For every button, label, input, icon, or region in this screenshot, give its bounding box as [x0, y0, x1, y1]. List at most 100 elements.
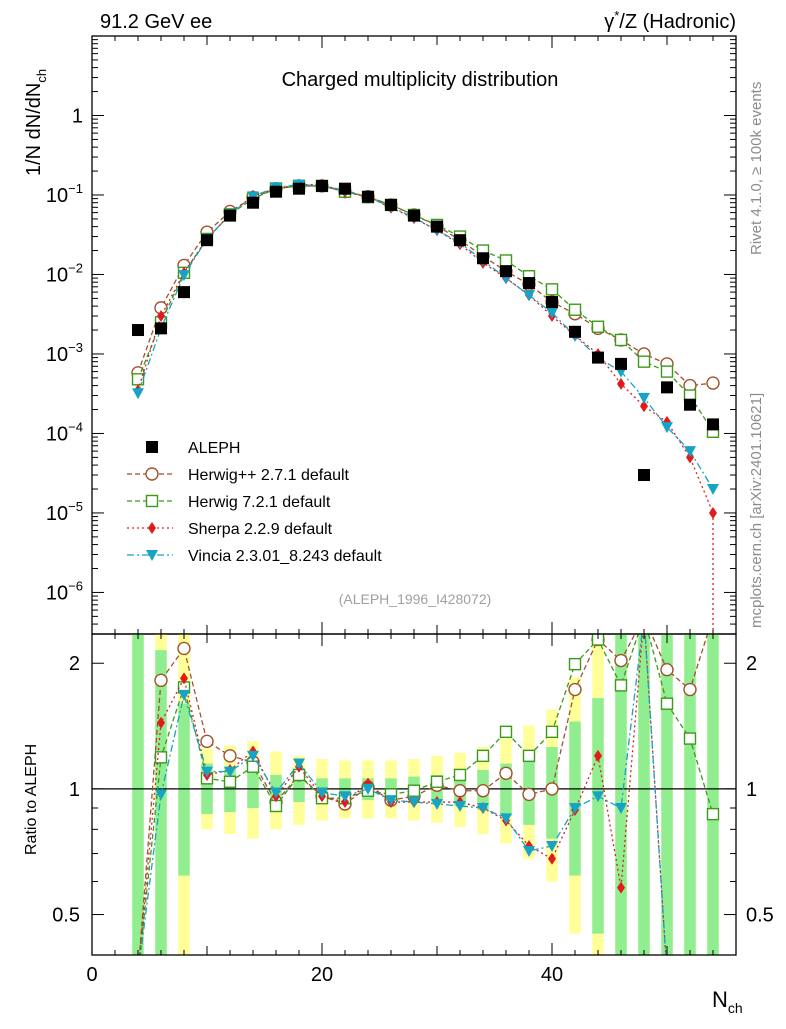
ratio-point-vincia	[224, 766, 236, 778]
point-aleph	[270, 185, 282, 198]
band-inner	[615, 634, 627, 955]
main-series	[131, 178, 720, 634]
ratio-point-vincia	[316, 787, 328, 799]
ratio-point-sherpa	[594, 749, 602, 762]
y-tick-label: 10−6	[46, 578, 83, 604]
point-aleph	[408, 209, 420, 222]
right-title-sup: *	[614, 8, 619, 23]
ratio-point-herwig7	[430, 775, 444, 788]
series-herwig7	[131, 179, 720, 438]
point-aleph	[615, 357, 627, 370]
ratio-y-tick-label-left: 0.5	[52, 905, 80, 927]
point-herwig7	[591, 320, 605, 333]
band-inner	[132, 634, 144, 955]
main-ylabel-text: 1/N dN/dN	[23, 83, 45, 176]
y-tick-exp: −2	[68, 260, 83, 275]
ratio-point-vincia	[477, 802, 489, 814]
ratio-point-sherpa	[157, 716, 165, 729]
ratio-point-herwig7	[453, 768, 467, 782]
ratio-bands	[132, 634, 719, 955]
main-ylabel: 1/N dN/dNch	[23, 69, 49, 176]
ratio-point-herwigpp	[200, 734, 214, 749]
ratio-point-vincia	[155, 789, 167, 801]
ratio-point-vincia	[362, 783, 374, 795]
ratio-point-vincia	[592, 791, 604, 803]
point-herwig7	[614, 333, 628, 347]
y-tick-exp: −5	[68, 499, 83, 514]
legend-marker-sherpa	[148, 522, 156, 534]
mcplots-label: mcplots.cern.ch [arXiv:2401.10621]	[748, 393, 765, 628]
ratio-point-herwigpp	[499, 766, 513, 780]
ratio-point-sherpa	[548, 852, 556, 865]
ratio-point-herwig7	[545, 725, 559, 739]
y-tick-exp: −6	[68, 578, 83, 593]
band-inner	[707, 634, 719, 955]
x-tick-label: 20	[311, 964, 333, 986]
y-tick-base: 10	[46, 423, 68, 445]
y-tick-label: 10−5	[46, 499, 83, 525]
ratio-point-vincia	[431, 799, 443, 811]
point-aleph	[339, 182, 351, 195]
point-aleph	[132, 324, 144, 337]
chart-title: Charged multiplicity distribution	[282, 69, 559, 91]
legend-label-sherpa: Sherpa 2.2.9 default	[188, 521, 333, 538]
ratio-point-herwig7	[476, 749, 490, 763]
right-title: γ*/Z (Hadronic)	[604, 8, 736, 33]
x-axis-label: Nch	[712, 987, 743, 1016]
left-title: 91.2 GeV ee	[100, 11, 212, 33]
x-axis-label-sub: ch	[728, 1000, 743, 1016]
point-aleph	[684, 398, 696, 411]
ratio-series	[138, 634, 720, 955]
band-inner	[569, 721, 581, 876]
ratio-point-herwig7	[660, 697, 674, 710]
point-sherpa	[640, 400, 648, 413]
point-aleph	[316, 179, 328, 192]
point-aleph	[707, 418, 719, 431]
ratio-point-herwigpp	[568, 682, 582, 697]
point-sherpa	[617, 377, 625, 390]
ratio-point-herwig7	[407, 784, 421, 797]
point-herwigpp	[706, 376, 720, 390]
point-aleph	[362, 190, 374, 203]
ratio-panel: 0 20 40 0.5 0.5 1 1 2 2	[52, 633, 774, 986]
legend-label-aleph: ALEPH	[188, 440, 240, 457]
point-aleph	[569, 325, 581, 338]
y-tick-base: 10	[46, 264, 68, 286]
main-ylabel-sub: ch	[34, 69, 49, 83]
point-herwig7	[568, 303, 582, 316]
axes-frame	[91, 35, 737, 635]
ratio-point-vincia	[523, 845, 535, 857]
point-herwig7	[499, 254, 513, 267]
ratio-point-vincia	[270, 787, 282, 799]
y-tick-base: 10	[46, 582, 68, 604]
point-aleph	[247, 196, 259, 209]
ratio-point-herwig7	[683, 732, 697, 745]
ratio-point-vincia	[546, 840, 558, 852]
legend-marker-vincia	[146, 550, 158, 561]
ratio-point-vincia	[615, 802, 627, 814]
ratio-point-herwigpp	[660, 662, 674, 677]
ratio-point-herwig7	[591, 634, 605, 646]
ratio-point-vincia	[339, 791, 351, 803]
band-inner	[247, 768, 259, 808]
point-aleph	[546, 296, 558, 309]
band-inner	[592, 698, 604, 934]
point-aleph	[155, 322, 167, 335]
right-title-base: γ	[604, 11, 614, 33]
ratio-point-sherpa	[180, 672, 188, 685]
y-tick-label: 10−3	[46, 340, 83, 366]
point-vincia	[661, 422, 673, 434]
y-tick-label: 10−4	[46, 419, 83, 445]
y-tick-exp: −3	[68, 340, 83, 355]
ratio-point-vincia	[408, 797, 420, 809]
point-aleph	[293, 182, 305, 195]
series-line-sherpa	[137, 183, 714, 514]
series-aleph	[132, 179, 719, 482]
ratio-point-herwig7	[568, 657, 582, 671]
band-inner	[661, 634, 673, 955]
point-aleph	[638, 469, 650, 482]
legend-marker-aleph	[146, 441, 158, 453]
ratio-point-herwig7	[706, 807, 720, 821]
point-aleph	[385, 198, 397, 211]
